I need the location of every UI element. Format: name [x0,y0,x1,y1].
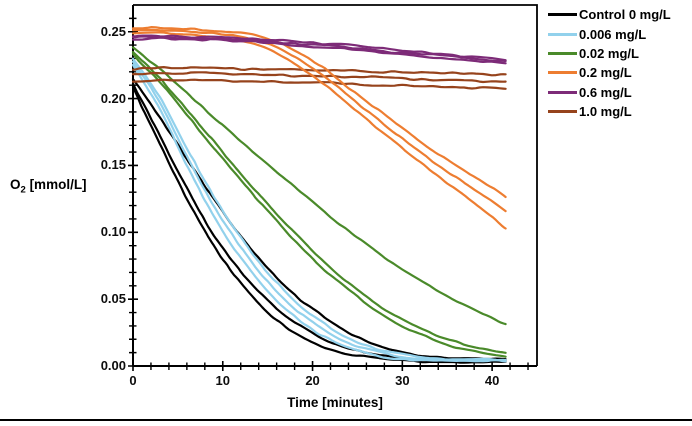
legend-item: 0.02 mg/L [548,44,692,63]
legend-line-swatch [548,32,577,36]
series-line-0.006-mg-l-rep1 [131,63,507,363]
plot-border [133,4,538,366]
series-line-0.2-mg-l-rep2 [131,28,507,213]
series-line-0.02-mg-l-rep1 [131,52,507,358]
x-axis-title: Time [minutes] [287,395,383,410]
x-tick-label: 10 [215,373,230,388]
major-ticks [128,30,493,371]
legend-item: 0.2 mg/L [548,63,692,82]
series-line-control-0-mg-l-rep3 [131,78,507,361]
legend-label: 0.006 mg/L [579,26,647,42]
series-line-0.006-mg-l-rep2 [131,60,507,363]
y-tick-label: 0.25 [100,23,126,39]
minor-ticks [129,17,529,370]
legend-item: 0.6 mg/L [548,83,692,102]
y-tick-label: 0.10 [100,224,126,240]
x-tick-label: 0 [129,373,137,388]
legend-label: 0.2 mg/L [579,65,632,81]
series-line-0.2-mg-l-rep1 [131,26,507,199]
y-tick-label: 0.20 [100,90,126,106]
series-line-0.02-mg-l-rep3 [131,46,507,326]
x-tick-label: 30 [395,373,410,388]
y-axis-title: O2 [mmol/L] [10,177,128,196]
legend-line-swatch [548,51,577,55]
legend-label: 0.02 mg/L [579,45,639,61]
legend-label: Control 0 mg/L [579,7,671,23]
y-axis-title-sub: 2 [20,184,26,196]
legend-line-swatch [548,13,577,17]
series-line-control-0-mg-l-rep1 [131,86,507,364]
legend-line-swatch [548,71,577,75]
series-line-0.006-mg-l-rep3 [131,57,507,362]
y-tick-label: 0.00 [100,358,126,373]
series-line-1.0-mg-l-rep2 [131,71,507,84]
legend-line-swatch [548,110,577,114]
legend-label: 0.6 mg/L [579,84,632,100]
series-line-0.6-mg-l-rep3 [131,36,507,65]
chart-legend: Control 0 mg/L 0.006 mg/L 0.02 mg/L 0.2 mg/… [548,5,692,121]
y-tick-label: 0.05 [100,291,126,307]
x-tick-label: 40 [484,373,500,388]
series-line-0.02-mg-l-rep2 [131,50,507,354]
y-axis-title-main: O [10,177,21,192]
legend-line-swatch [548,90,577,94]
legend-item: 1.0 mg/L [548,102,692,121]
legend-item: 0.006 mg/L [548,24,692,43]
legend-label: 1.0 mg/L [579,104,632,120]
legend-item: Control 0 mg/L [548,5,692,24]
y-tick-label: 0.15 [100,157,126,173]
footer-rule [0,419,692,421]
series-line-0.2-mg-l-rep3 [131,31,507,230]
y-axis-title-rest: [mmol/L] [25,177,87,192]
series-line-1.0-mg-l-rep1 [131,66,507,77]
x-tick-label: 20 [305,373,320,388]
